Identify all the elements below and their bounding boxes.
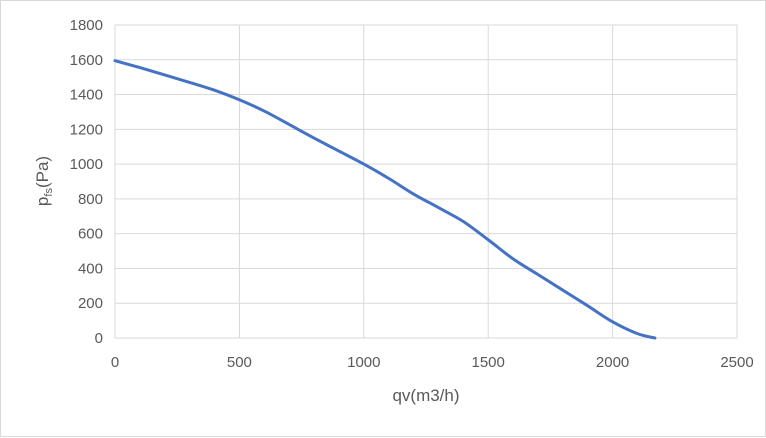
y-axis-label-subscript: fs bbox=[43, 188, 55, 197]
x-tick-label: 2500 bbox=[720, 354, 753, 371]
x-tick-label: 2000 bbox=[596, 354, 629, 371]
series-group bbox=[113, 59, 657, 340]
series-line bbox=[113, 59, 657, 340]
y-tick-label: 600 bbox=[78, 226, 103, 243]
y-tick-label: 1800 bbox=[70, 17, 103, 34]
y-tick-label: 1400 bbox=[70, 87, 103, 104]
x-axis-ticks: 0 500 1000 1500 2000 2500 bbox=[111, 354, 754, 371]
y-tick-label: 200 bbox=[78, 295, 103, 312]
y-axis-ticks: 0 200 400 600 800 1000 1200 1400 1600 1800 bbox=[70, 17, 103, 347]
x-tick-label: 1000 bbox=[347, 354, 380, 371]
x-tick-label: 0 bbox=[111, 354, 119, 371]
x-tick-label: 500 bbox=[227, 354, 252, 371]
y-tick-label: 400 bbox=[78, 260, 103, 277]
y-tick-label: 1200 bbox=[70, 121, 103, 138]
y-axis-label: pfs(Pa) bbox=[33, 156, 55, 206]
x-tick-label: 1500 bbox=[472, 354, 505, 371]
y-tick-label: 800 bbox=[78, 191, 103, 208]
x-axis-label: qv(m3/h) bbox=[392, 386, 459, 405]
grid-lines bbox=[114, 24, 738, 339]
y-tick-label: 1600 bbox=[70, 52, 103, 69]
y-axis-label-main: p bbox=[33, 197, 52, 206]
y-tick-label: 0 bbox=[95, 330, 103, 347]
y-axis-label-unit: (Pa) bbox=[33, 156, 52, 188]
y-tick-label: 1000 bbox=[70, 156, 103, 173]
